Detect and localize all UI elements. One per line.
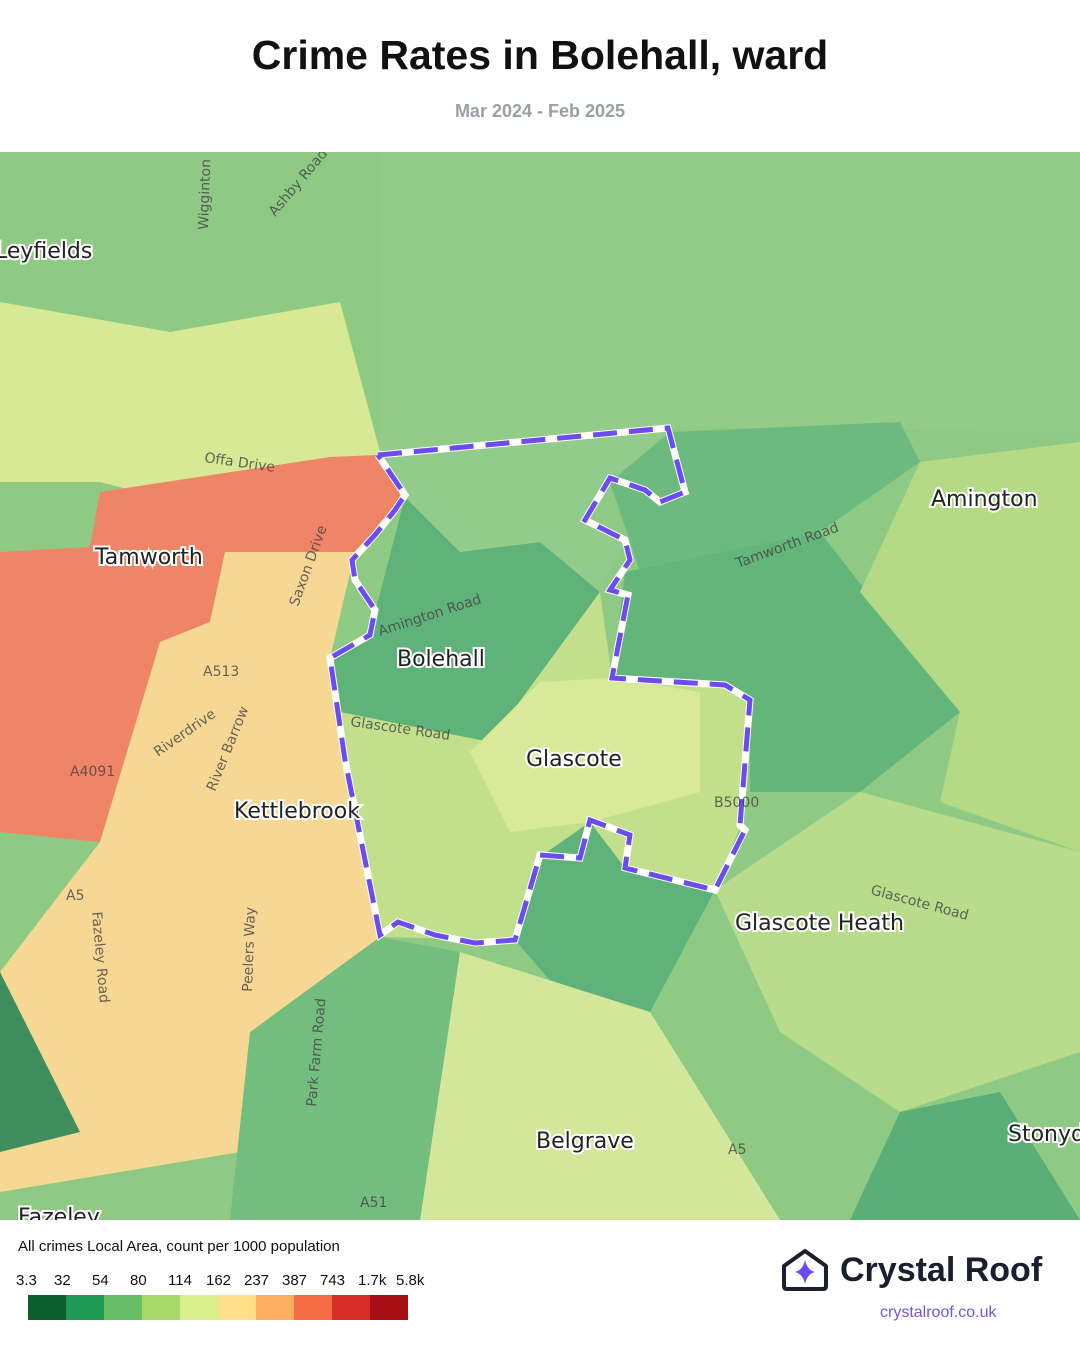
legend-swatch [256, 1295, 294, 1320]
legend-tick: 5.8k [396, 1272, 425, 1289]
area-kettlebrook [0, 552, 380, 1192]
area-southeast-dark [850, 1092, 1080, 1220]
place-label: Tamworth [94, 545, 203, 570]
place-label: Stonyd [1008, 1122, 1080, 1147]
legend-tick: 743 [320, 1272, 346, 1289]
place-label: Leyfields [0, 239, 92, 264]
area-belgrave [420, 952, 780, 1220]
legend-swatch [104, 1295, 142, 1320]
legend-swatch [142, 1295, 180, 1320]
place-label: Bolehall [397, 647, 485, 672]
ward-boundary-dashed [327, 425, 753, 946]
place-label: Belgrave [536, 1129, 634, 1154]
legend-swatch [218, 1295, 256, 1320]
area-southwest-dark [0, 972, 80, 1152]
area-north-ward [378, 428, 685, 592]
area-glascote-heath [715, 792, 1080, 1112]
place-label: Glascote Heath [735, 911, 904, 936]
place-label: Glascote [526, 747, 622, 772]
legend-swatch [180, 1295, 218, 1320]
legend-swatch [28, 1295, 66, 1320]
area-bolehall-dark [330, 497, 600, 742]
road-label: A51 [360, 1195, 387, 1211]
legend-tick: 80 [130, 1272, 147, 1289]
place-label: Amington [931, 487, 1038, 512]
place-label: Fazeley [18, 1205, 100, 1220]
legend-tick: 162 [206, 1272, 232, 1289]
road-label: Fazeley Road [88, 911, 112, 1004]
brand-url[interactable]: crystalroof.co.uk [880, 1304, 997, 1321]
road-label: A5 [728, 1142, 746, 1158]
legend-swatch [66, 1295, 104, 1320]
page-title: Crime Rates in Bolehall, ward [251, 32, 829, 78]
place-label: Kettlebrook [234, 799, 360, 824]
legend-swatch [294, 1295, 332, 1320]
area-glascote-centre [470, 678, 700, 832]
road-label: A4091 [70, 764, 115, 780]
road-label: Wigginton [196, 159, 214, 230]
legend-tick: 32 [54, 1272, 71, 1289]
area-tamworth-red [0, 455, 405, 842]
legend-tick: 3.3 [16, 1272, 37, 1289]
legend-title: All crimes Local Area, count per 1000 po… [18, 1238, 340, 1255]
area-south-green [230, 937, 460, 1220]
legend-swatch [332, 1295, 370, 1320]
date-range: Mar 2024 - Feb 2025 [454, 101, 626, 121]
legend-color-scale [28, 1295, 408, 1320]
area-top-green [380, 152, 1080, 452]
legend-swatch [370, 1295, 408, 1320]
road-label: B5000 [714, 795, 759, 811]
legend-ticks: 3.3 32 54 80 114 162 237 387 743 1.7k 5.… [16, 1272, 434, 1289]
legend-tick: 237 [244, 1272, 270, 1289]
area-east-mid [612, 532, 960, 792]
road-label: Peelers Way [240, 907, 259, 992]
house-star-icon [782, 1249, 828, 1291]
legend-tick: 54 [92, 1272, 109, 1289]
legend-tick: 1.7k [358, 1272, 387, 1289]
brand-logo[interactable]: Crystal Roof [780, 1248, 1042, 1292]
legend-tick: 114 [168, 1272, 192, 1289]
area-east-dark [610, 422, 920, 572]
area-south-ward-dark [515, 822, 715, 1012]
road-label: A5 [66, 888, 84, 904]
road-label: A513 [203, 664, 239, 680]
area-amington [860, 442, 1080, 852]
brand-name: Crystal Roof [840, 1250, 1043, 1289]
choropleth-map[interactable]: Leyfields Tamworth Bolehall Glascote Ket… [0, 152, 1080, 1220]
legend-tick: 387 [282, 1272, 308, 1289]
